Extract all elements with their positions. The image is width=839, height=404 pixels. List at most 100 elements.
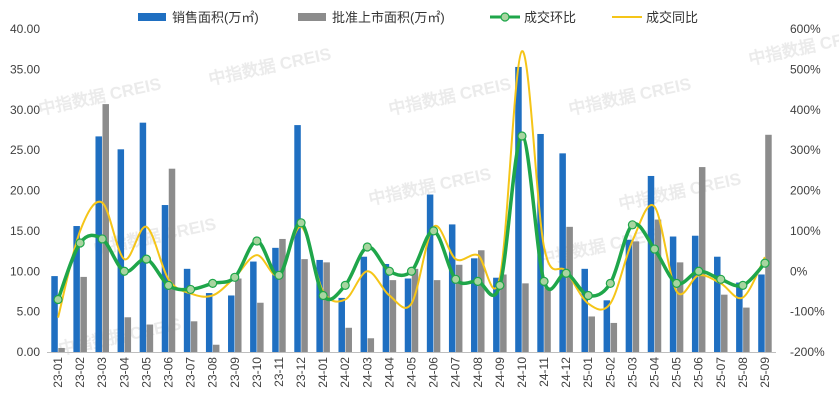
x-tick-label: 24-08	[471, 357, 485, 388]
approved-area-bar	[698, 167, 706, 352]
mom-marker	[694, 266, 704, 276]
sales-area-bar	[669, 236, 677, 352]
right-tick-label: -100%	[790, 305, 825, 319]
mom-marker	[296, 218, 306, 228]
x-tick-label: 24-03	[360, 357, 374, 388]
approved-area-bar	[721, 294, 728, 352]
mom-marker	[583, 290, 593, 301]
sales-area-bar	[51, 276, 58, 352]
approved-area-bar	[168, 168, 176, 352]
approved-area-bar	[610, 322, 618, 352]
bars	[51, 66, 772, 352]
x-tick-label: 23-07	[184, 357, 198, 388]
sales-area-bar	[139, 122, 147, 352]
approved-area-bar	[632, 241, 640, 352]
sales-area-bar	[515, 66, 522, 352]
sales-area-bar	[691, 235, 699, 352]
x-tick-label: 24-09	[493, 357, 507, 388]
mom-marker	[605, 278, 615, 288]
approved-area-bar	[522, 283, 529, 352]
left-tick-label: 15.00	[10, 224, 40, 238]
right-tick-label: 200%	[790, 184, 821, 198]
left-tick-label: 35.00	[10, 62, 40, 76]
mom-marker	[738, 280, 748, 290]
x-tick-label: 24-10	[515, 357, 529, 388]
mom-marker	[97, 234, 107, 244]
x-tick-label: 25-09	[758, 357, 772, 388]
mom-marker	[340, 280, 350, 290]
x-tick-label: 25-08	[736, 357, 750, 388]
approved-area-bar	[212, 344, 220, 352]
approved-area-bar	[257, 302, 264, 352]
sales-area-bar	[205, 293, 213, 352]
sales-area-bar	[625, 239, 633, 352]
sales-area-bar	[382, 263, 390, 352]
watermark-text: 中指数据 CREIS	[387, 73, 513, 118]
x-tick-label: 23-10	[250, 357, 264, 388]
x-axis: 23-01 23-02 23-03 23-04 23-05 23-06 23-07 23-08…	[47, 352, 776, 388]
x-tick-label: 24-06	[427, 357, 441, 388]
mom-line	[56, 134, 767, 302]
left-tick-label: 5.00	[17, 305, 41, 319]
approved-area-bar	[566, 226, 573, 352]
approved-area-bar	[433, 280, 441, 352]
approved-area-bar	[478, 250, 485, 352]
approved-area-bar	[345, 327, 352, 352]
mom-marker	[185, 284, 196, 295]
watermark-text: 中指数据 CREIS	[567, 73, 693, 118]
sales-area-bar	[294, 125, 301, 352]
right-tick-label: -200%	[790, 345, 825, 359]
mom-marker	[141, 254, 152, 264]
mom-marker	[119, 266, 129, 276]
sales-area-bar	[758, 274, 765, 352]
sales-area-bar	[250, 261, 257, 352]
legend-swatch	[298, 13, 326, 21]
sales-area-bar	[714, 256, 721, 352]
sales-area-bar	[581, 268, 588, 352]
sales-area-bar	[73, 226, 80, 352]
mom-marker	[760, 258, 770, 268]
sales-area-bar	[228, 295, 235, 352]
sales-area-bar	[183, 268, 191, 352]
x-tick-label: 25-01	[581, 357, 595, 388]
right-tick-label: 500%	[790, 62, 821, 76]
mom-marker	[517, 131, 527, 141]
approved-area-bar	[124, 317, 132, 352]
sales-area-bar	[404, 278, 412, 352]
sales-area-bar	[360, 256, 368, 352]
x-tick-label: 24-07	[449, 357, 463, 388]
mom-marker	[274, 270, 284, 280]
approved-area-bar	[544, 287, 551, 352]
approved-area-bar	[102, 104, 109, 352]
legend-marker	[500, 12, 510, 22]
x-tick-label: 25-05	[670, 357, 684, 388]
approved-area-bar	[411, 268, 419, 352]
sales-area-bar	[603, 300, 611, 352]
approved-area-bar	[654, 219, 662, 352]
right-tick-label: 400%	[790, 103, 821, 117]
approved-area-bar	[146, 324, 154, 352]
right-tick-label: 300%	[790, 143, 821, 157]
mom-marker	[252, 236, 262, 246]
mom-marker	[561, 268, 571, 278]
left-tick-label: 25.00	[10, 143, 40, 157]
legend-swatch	[138, 13, 166, 21]
x-tick-label: 25-07	[714, 357, 728, 388]
left-tick-label: 40.00	[10, 22, 40, 36]
x-tick-label: 23-11	[272, 357, 286, 387]
approved-area-bar	[676, 262, 684, 352]
approved-area-bar	[279, 238, 286, 352]
approved-area-bar	[190, 321, 198, 352]
watermark-text: 中指数据 CREIS	[617, 168, 743, 213]
x-tick-label: 23-12	[294, 357, 308, 388]
x-tick-label: 24-05	[405, 357, 419, 388]
mom-marker	[539, 276, 549, 286]
x-tick-label: 23-08	[206, 357, 220, 388]
approved-area-bar	[765, 134, 772, 352]
approved-area-bar	[323, 262, 330, 352]
x-tick-label: 24-02	[338, 357, 352, 388]
approved-area-bar	[367, 338, 375, 352]
sales-area-bar	[426, 194, 434, 352]
sales-area-bar	[493, 277, 500, 352]
